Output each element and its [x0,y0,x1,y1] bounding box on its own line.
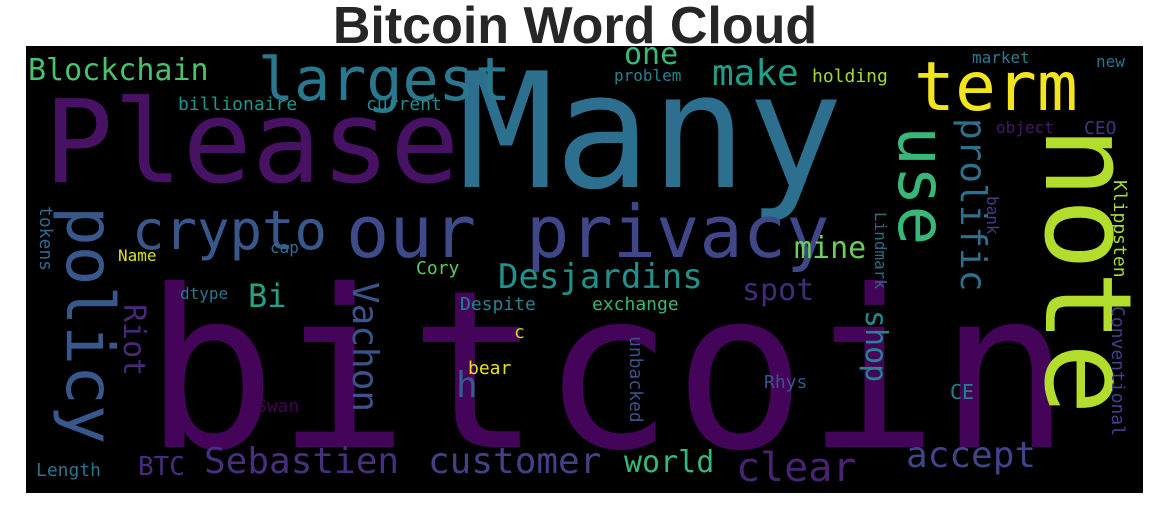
word-customer: customer [428,441,602,482]
word-tokens: tokens [35,206,56,272]
word-exchange: exchange [592,294,679,315]
word-please: Please [44,76,460,210]
word-vachon: Vachon [344,282,385,413]
word-unbacked: unbacked [625,336,646,423]
word-bear: bear [468,358,512,379]
word-length: Length [36,460,102,481]
word-riot: Riot [116,304,151,377]
word-world: world [624,445,715,480]
word-conventional: Conventional [1107,306,1128,437]
word-largest: largest [258,46,511,115]
word-bitcoin: bitcoin [144,243,1072,493]
word-privacy: privacy [526,190,830,274]
word-despite: Despite [460,294,536,315]
word-cap: cap [270,238,299,257]
word-klippsten: Klippsten [1109,180,1130,278]
word-spot: spot [742,273,815,308]
word-make: make [712,53,799,94]
word-c: c [514,322,525,343]
word-term: term [914,48,1078,127]
word-billionaire: billionaire [178,94,298,115]
word-sebastien: Sebastien [204,441,400,482]
word-bank: bank [983,196,1002,235]
word-policy: policy [51,206,128,445]
word-current: current [366,94,442,115]
word-holding: holding [812,66,888,87]
word-object: object [996,118,1054,137]
word-use: use [883,126,960,246]
word-problem: problem [614,66,682,85]
word-accept: accept [906,435,1037,476]
word-our: our [346,190,477,274]
word-lindmark: Lindmark [871,212,890,290]
word-mine: mine [794,231,867,266]
word-rhys: Rhys [764,372,808,393]
word-many: Many [458,46,844,225]
word-one: one [624,46,679,72]
word-ceo: CEO [1084,118,1117,139]
word-crypto: crypto [132,199,328,262]
word-ce: CE [950,380,975,404]
word-blockchain: Blockchain [28,53,209,88]
word-dtype: dtype [180,284,229,303]
word-h: h [456,365,478,406]
word-clear: clear [736,445,857,491]
word-bi: Bi [248,277,287,315]
word-shop: shop [858,310,893,383]
word-swan: Swan [256,396,300,417]
word-btc: BTC [138,452,185,482]
word-market: market [972,48,1030,67]
word-desjardins: Desjardins [498,257,703,297]
word-name: Name [118,246,157,265]
chart-title: Bitcoin Word Cloud [332,0,818,55]
word-cory: Cory [416,258,460,279]
word-new: new [1096,52,1125,71]
word-cloud: bitcoin Many Please note our privacy policy cry… [26,46,1143,493]
